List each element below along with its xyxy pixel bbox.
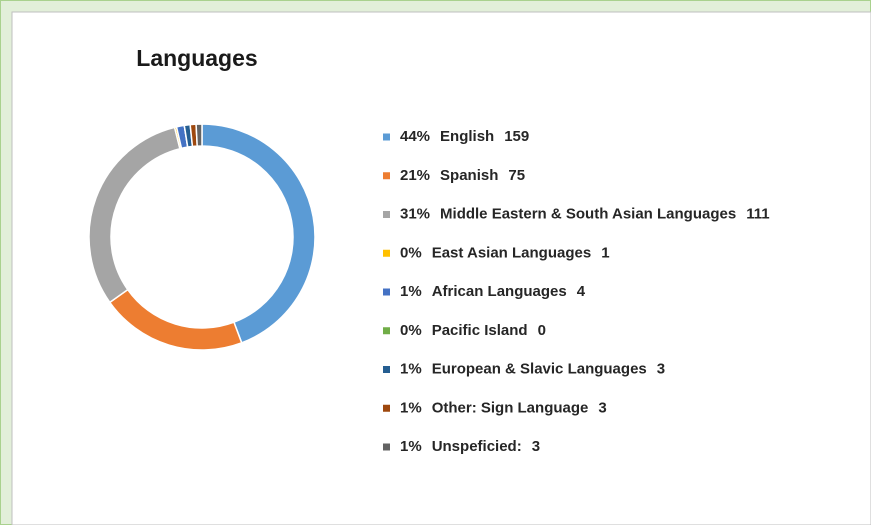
legend-name: Middle Eastern & South Asian Languages xyxy=(440,205,736,222)
legend-marker xyxy=(383,133,390,141)
legend-marker xyxy=(383,211,390,218)
legend-percent: 1% xyxy=(400,438,422,455)
legend-value: 0 xyxy=(538,322,546,339)
legend-value: 3 xyxy=(532,438,540,455)
legend-value: 1 xyxy=(601,244,609,261)
legend-name: Other: Sign Language xyxy=(432,399,589,416)
chart-area xyxy=(11,11,871,525)
legend-name: Spanish xyxy=(440,167,498,184)
donut-segment xyxy=(195,123,203,147)
legend-name: European & Slavic Languages xyxy=(432,360,647,377)
legend-marker xyxy=(383,327,390,335)
legend-marker xyxy=(383,172,390,180)
legend-entry: 31% Middle Eastern & South Asian Language… xyxy=(400,205,770,222)
legend-value: 3 xyxy=(598,399,606,416)
legend-name: Pacific Island xyxy=(432,322,528,339)
legend-percent: 21% xyxy=(400,167,430,184)
legend-marker xyxy=(383,288,390,296)
legend-percent: 44% xyxy=(400,128,430,145)
legend-marker xyxy=(383,249,390,257)
legend-name: English xyxy=(440,128,494,145)
legend-value: 75 xyxy=(508,167,525,184)
legend-entry: 1% Unspeficied: 3 xyxy=(400,438,540,455)
legend-percent: 1% xyxy=(400,399,422,416)
legend-percent: 0% xyxy=(400,322,422,339)
legend-entry: 0% East Asian Languages 1 xyxy=(400,244,610,261)
legend-marker xyxy=(383,443,390,451)
legend-entry: 21% Spanish 75 xyxy=(400,167,525,184)
legend-value: 4 xyxy=(577,283,586,300)
legend-percent: 0% xyxy=(400,244,422,261)
chart-title: Languages xyxy=(136,45,257,71)
legend-percent: 31% xyxy=(400,205,430,222)
legend-value: 3 xyxy=(657,360,665,377)
legend-percent: 1% xyxy=(400,360,422,377)
legend-entry: 1% Other: Sign Language 3 xyxy=(400,399,607,416)
legend-name: East Asian Languages xyxy=(432,244,592,261)
legend-value: 111 xyxy=(746,205,769,222)
legend-marker xyxy=(383,366,390,373)
legend-entry: 1% African Languages 4 xyxy=(400,283,586,300)
legend-name: African Languages xyxy=(432,283,567,300)
legend-marker xyxy=(383,404,390,412)
legend-entry: 0% Pacific Island 0 xyxy=(400,322,546,339)
legend-entry: 1% European & Slavic Languages 3 xyxy=(400,360,665,377)
legend-name: Unspeficied: xyxy=(432,438,522,455)
legend-value: 159 xyxy=(504,128,529,145)
legend-percent: 1% xyxy=(400,283,422,300)
legend-entry: 44% English 159 xyxy=(400,128,529,145)
